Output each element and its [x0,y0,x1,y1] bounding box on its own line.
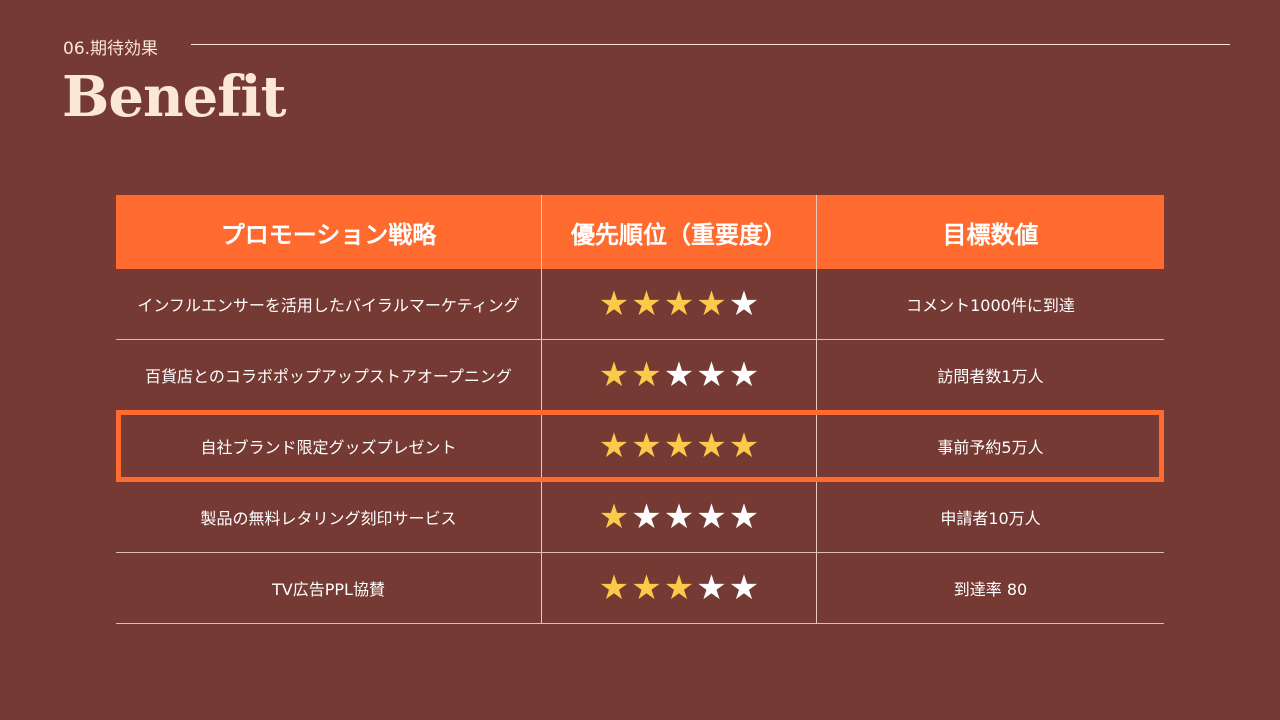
strategy-cell: インフルエンサーを活用したバイラルマーケティング [116,269,542,339]
table-header: プロモーション戦略 優先順位（重要度） 目標数値 [116,195,1164,269]
star-empty-icon: ★ [631,497,662,537]
target-cell: コメント1000件に到達 [906,296,1075,315]
star-filled-icon: ★ [598,426,630,466]
target-cell: 事前予約5万人 [937,438,1044,457]
priority-rating: ★ ★ ★ ★ ★ [542,553,817,623]
star-filled-icon: ★ [631,355,662,395]
table-row-highlighted: 自社ブランド限定グッズプレゼント ★ ★ ★ ★ ★ 事前予約5万人 [116,410,1164,482]
column-header-target: 目標数値 [942,220,1039,249]
star-filled-icon: ★ [663,568,695,608]
header-divider [191,44,1230,45]
priority-rating: ★ ★ ★ ★ ★ [542,411,817,481]
strategy-cell: 自社ブランド限定グッズプレゼント [116,411,542,481]
star-filled-icon: ★ [598,284,630,324]
star-empty-icon: ★ [696,497,727,537]
star-filled-icon: ★ [598,497,630,537]
priority-rating: ★ ★ ★ ★ ★ [542,269,817,339]
star-empty-icon: ★ [728,284,760,324]
priority-rating: ★ ★ ★ ★ ★ [542,482,817,552]
star-empty-icon: ★ [728,568,760,608]
table-row: 百貨店とのコラボポップアップストアオープニング ★ ★ ★ ★ ★ 訪問者数1万人 [116,340,1164,411]
table-row: インフルエンサーを活用したバイラルマーケティング ★ ★ ★ ★ ★ コメント1000件に到… [116,269,1164,340]
star-filled-icon: ★ [631,568,662,608]
star-filled-icon: ★ [696,284,727,324]
star-filled-icon: ★ [696,426,727,466]
target-cell: 申請者10万人 [940,509,1041,528]
star-filled-icon: ★ [598,568,630,608]
table-row: TV広告PPL協賛 ★ ★ ★ ★ ★ 到達率 80 [116,553,1164,624]
star-filled-icon: ★ [631,284,662,324]
section-label: 06.期待効果 [63,39,159,59]
star-filled-icon: ★ [663,426,695,466]
star-filled-icon: ★ [598,355,630,395]
star-empty-icon: ★ [728,497,760,537]
star-empty-icon: ★ [696,568,727,608]
strategy-cell: 製品の無料レタリング刻印サービス [116,482,542,552]
target-cell: 到達率 80 [953,580,1028,599]
strategy-cell: TV広告PPL協賛 [116,553,542,623]
strategy-cell: 百貨店とのコラボポップアップストアオープニング [116,340,542,410]
star-filled-icon: ★ [663,284,695,324]
column-header-strategy: プロモーション戦略 [116,195,542,269]
star-empty-icon: ★ [728,355,760,395]
star-empty-icon: ★ [663,497,695,537]
table-row: 製品の無料レタリング刻印サービス ★ ★ ★ ★ ★ 申請者10万人 [116,482,1164,553]
star-empty-icon: ★ [696,355,727,395]
page-title: Benefit [62,64,287,130]
star-filled-icon: ★ [631,426,662,466]
target-cell: 訪問者数1万人 [937,367,1044,386]
column-header-priority: 優先順位（重要度） [542,195,817,269]
benefit-table: プロモーション戦略 優先順位（重要度） 目標数値 インフルエンサーを活用したバイ… [116,195,1164,624]
star-filled-icon: ★ [728,426,760,466]
star-empty-icon: ★ [663,355,695,395]
priority-rating: ★ ★ ★ ★ ★ [542,340,817,410]
